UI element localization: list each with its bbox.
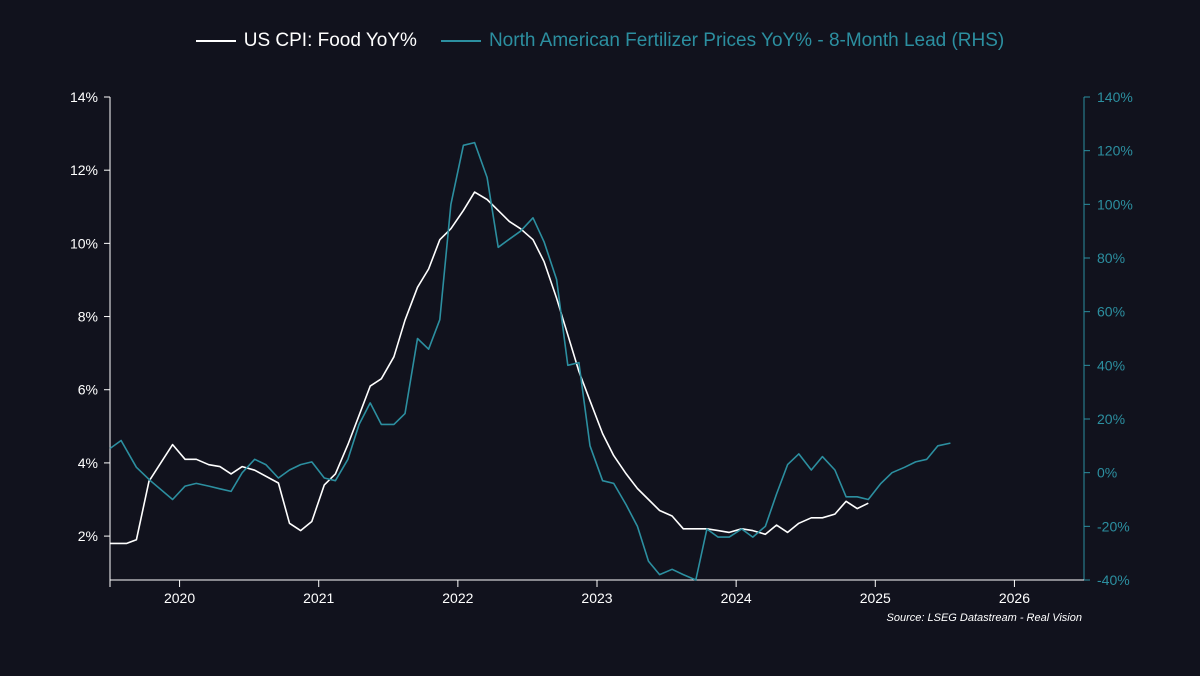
- legend-item-fert: North American Fertilizer Prices YoY% - …: [440, 30, 1005, 52]
- right-tick-label: 40%: [1097, 357, 1125, 373]
- right-tick-label: 120%: [1097, 143, 1133, 159]
- source-note: Source: LSEG Datastream - Real Vision: [886, 612, 1082, 624]
- left-tick-label: 8%: [78, 309, 98, 325]
- x-tick-label: 2023: [581, 590, 612, 606]
- x-tick-label: 2021: [303, 590, 334, 606]
- right-tick-label: 80%: [1097, 250, 1125, 266]
- legend-item-cpi: US CPI: Food YoY%: [195, 30, 417, 52]
- x-tick-label: 2022: [442, 590, 473, 606]
- left-tick-label: 14%: [70, 89, 98, 105]
- x-tick-label: 2026: [999, 590, 1030, 606]
- left-tick-label: 4%: [78, 455, 98, 471]
- left-tick-label: 10%: [70, 235, 98, 251]
- right-tick-label: -40%: [1097, 572, 1130, 588]
- x-tick-label: 2025: [860, 590, 891, 606]
- left-tick-label: 2%: [78, 528, 98, 544]
- fertilizer-series-line: [109, 141, 951, 581]
- chart-legend: US CPI: Food YoY% North American Fertili…: [0, 30, 1200, 52]
- x-tick-label: 2020: [164, 590, 195, 606]
- legend-label-cpi: US CPI: Food YoY%: [243, 30, 417, 51]
- right-tick-label: 100%: [1097, 196, 1133, 212]
- right-tick-label: 140%: [1097, 89, 1133, 105]
- left-tick-label: 12%: [70, 162, 98, 178]
- legend-label-fert: North American Fertilizer Prices YoY% - …: [488, 30, 1005, 51]
- legend-swatch-fert: [440, 40, 481, 42]
- right-tick-label: 60%: [1097, 304, 1125, 320]
- right-tick-label: 20%: [1097, 411, 1125, 427]
- cpi-series-line: [110, 191, 869, 545]
- legend-swatch-cpi: [195, 40, 236, 42]
- x-tick-label: 2024: [721, 590, 752, 606]
- left-tick-label: 6%: [78, 382, 98, 398]
- right-tick-label: 0%: [1097, 465, 1117, 481]
- right-tick-label: -20%: [1097, 518, 1130, 534]
